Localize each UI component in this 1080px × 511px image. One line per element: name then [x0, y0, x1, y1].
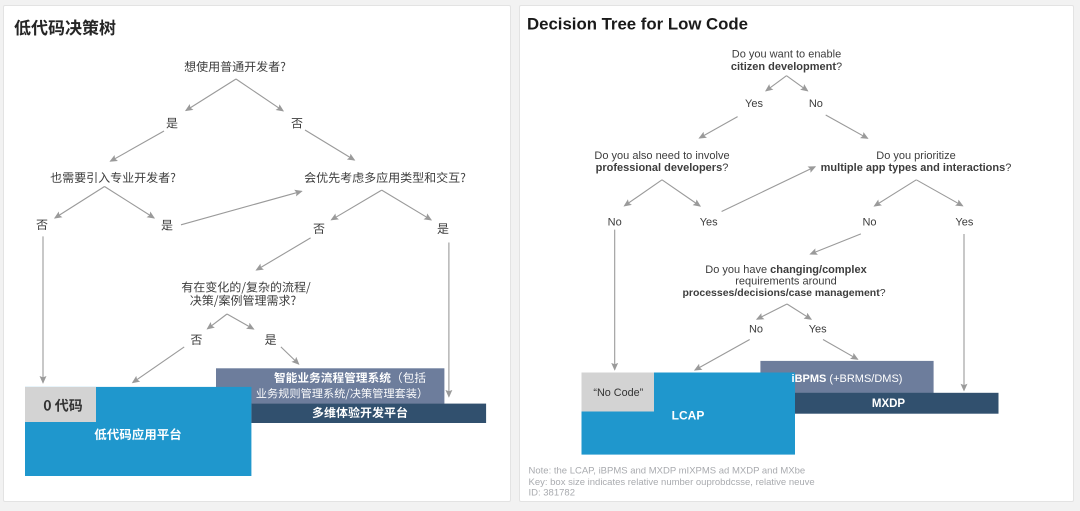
svg-text:Yes: Yes	[955, 217, 973, 229]
svg-text:Yes: Yes	[809, 324, 827, 336]
svg-text:Note: the LCAP, iBPMS and MXDP: Note: the LCAP, iBPMS and MXDP mIXPMS ad…	[529, 465, 806, 476]
svg-text:No: No	[749, 324, 763, 336]
svg-text:Do you have changing/complex: Do you have changing/complex	[705, 264, 867, 276]
svg-text:LCAP: LCAP	[672, 409, 705, 423]
svg-text:Do you prioritize: Do you prioritize	[876, 150, 955, 162]
svg-text:citizen development?: citizen development?	[731, 61, 842, 73]
svg-text:Key: box size indicates relati: Key: box size indicates relative number …	[529, 477, 815, 488]
svg-text:multiple app types and interac: multiple app types and interactions?	[821, 162, 1012, 174]
svg-text:Yes: Yes	[745, 98, 763, 110]
svg-text:No: No	[608, 217, 622, 229]
svg-text:processes/decisions/case manag: processes/decisions/case management?	[682, 287, 885, 299]
svg-text:No: No	[809, 98, 823, 110]
svg-text:ID: 381782: ID: 381782	[529, 488, 575, 499]
svg-text:Yes: Yes	[700, 217, 718, 229]
svg-text:professional developers?: professional developers?	[596, 162, 729, 174]
svg-text:Decision Tree for Low Code: Decision Tree for Low Code	[527, 15, 748, 34]
svg-text:No: No	[862, 217, 876, 229]
svg-text:“No Code”: “No Code”	[593, 387, 643, 399]
svg-text:requirements around: requirements around	[735, 276, 837, 288]
svg-text:MXDP: MXDP	[872, 398, 906, 410]
svg-text:Do you also need to involve: Do you also need to involve	[594, 150, 729, 162]
svg-text:iBPMS (+BRMS/DMS): iBPMS (+BRMS/DMS)	[792, 373, 903, 385]
svg-text:Do you want to enable: Do you want to enable	[732, 49, 841, 61]
